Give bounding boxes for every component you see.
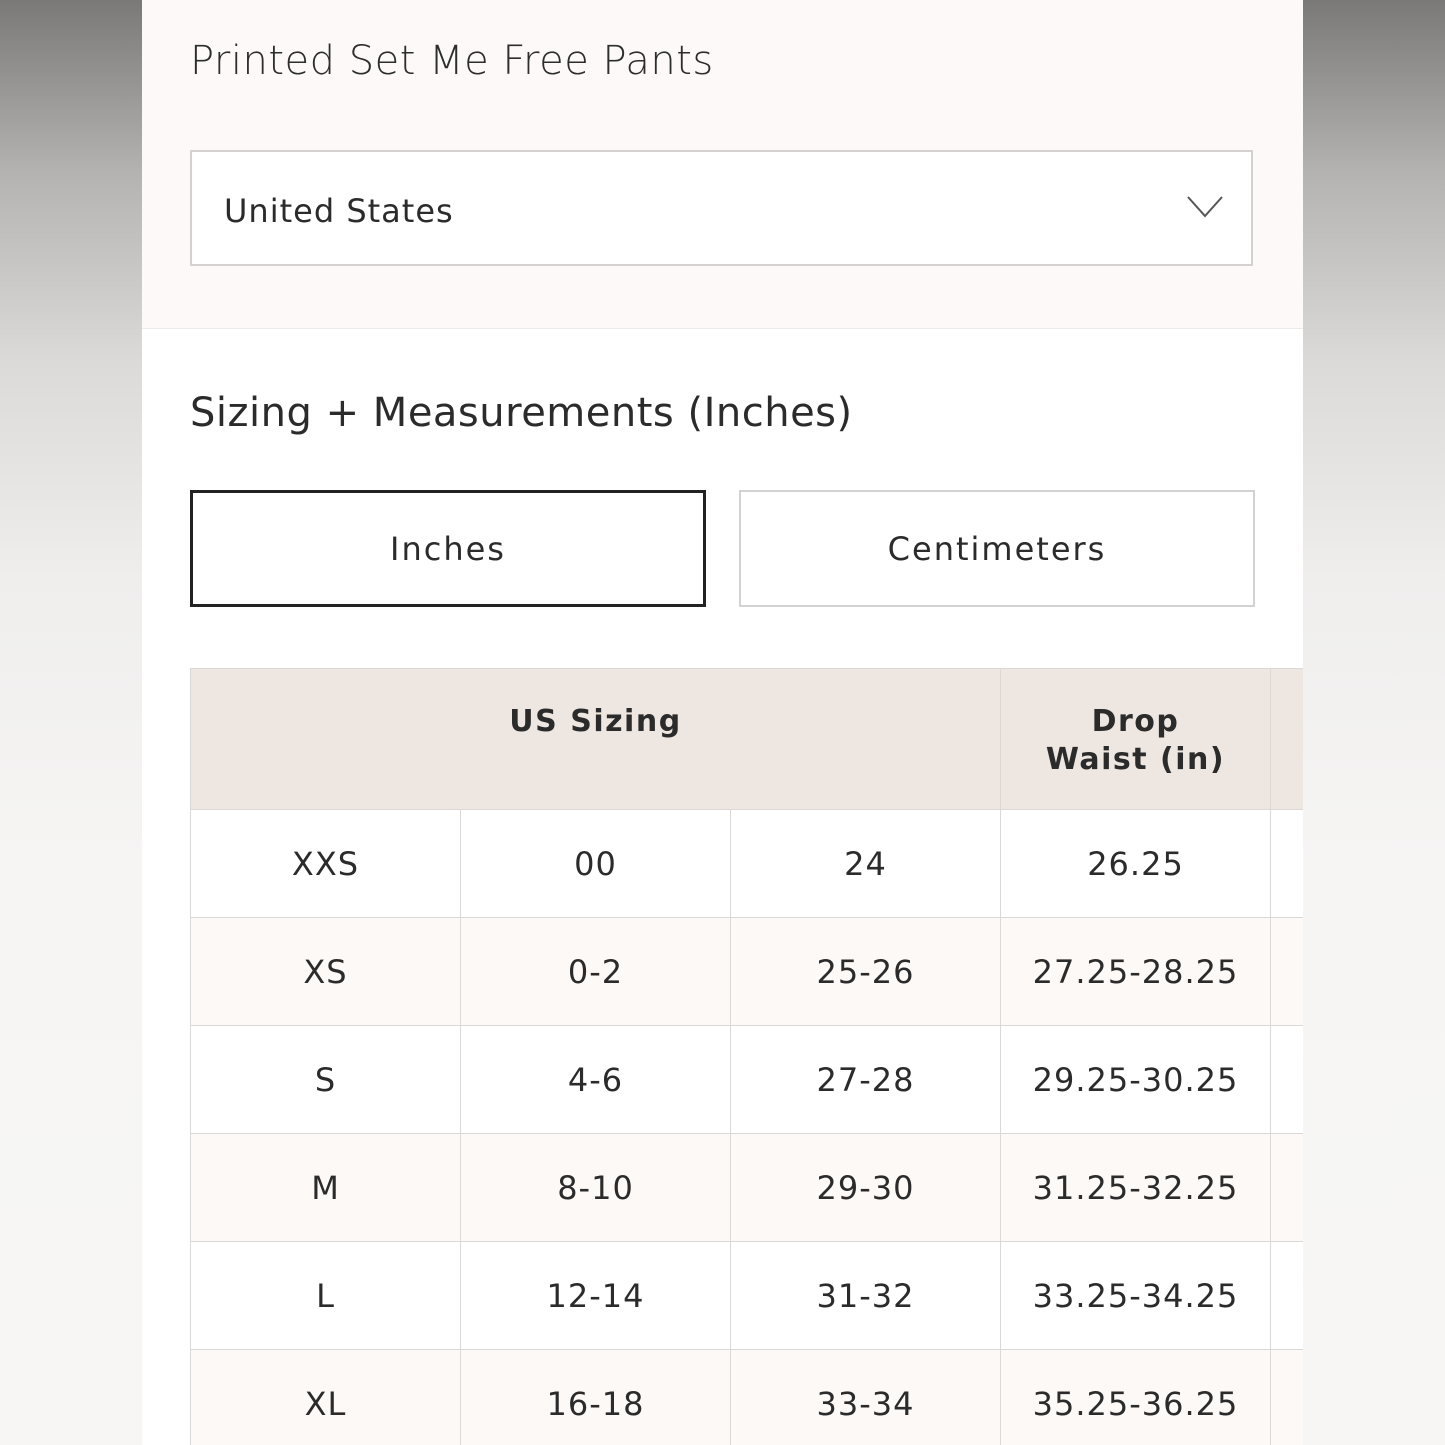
centimeters-toggle[interactable]: Centimeters bbox=[739, 490, 1255, 607]
table-row: XL 16-18 33-34 35.25-36.25 bbox=[190, 1349, 1303, 1445]
table-cell bbox=[1270, 1349, 1303, 1445]
table-row: S 4-6 27-28 29.25-30.25 bbox=[190, 1025, 1303, 1134]
table-cell: 0-2 bbox=[460, 917, 731, 1026]
inches-toggle[interactable]: Inches bbox=[190, 490, 706, 607]
region-select-value: United States bbox=[224, 192, 454, 230]
table-cell: S bbox=[190, 1025, 461, 1134]
table-cell: 33-34 bbox=[730, 1349, 1001, 1445]
table-cell: 29-30 bbox=[730, 1133, 1001, 1242]
table-cell: 31.25-32.25 bbox=[1000, 1133, 1271, 1242]
table-cell: 25-26 bbox=[730, 917, 1001, 1026]
header-cut-off bbox=[1270, 668, 1303, 810]
table-cell: 29.25-30.25 bbox=[1000, 1025, 1271, 1134]
table-cell: 27.25-28.25 bbox=[1000, 917, 1271, 1026]
size-table: US Sizing Drop Waist (in) XXS 00 24 26.25 XS… bbox=[190, 668, 1303, 1445]
table-cell: XL bbox=[190, 1349, 461, 1445]
table-cell: 24 bbox=[730, 809, 1001, 918]
header-us-sizing: US Sizing bbox=[190, 668, 1001, 810]
table-cell: 27-28 bbox=[730, 1025, 1001, 1134]
table-cell: 8-10 bbox=[460, 1133, 731, 1242]
table-cell bbox=[1270, 809, 1303, 918]
table-row: L 12-14 31-32 33.25-34.25 bbox=[190, 1241, 1303, 1350]
table-cell: 16-18 bbox=[460, 1349, 731, 1445]
table-cell bbox=[1270, 1241, 1303, 1350]
size-guide-panel: Printed Set Me Free Pants United States … bbox=[142, 0, 1303, 1445]
table-cell: L bbox=[190, 1241, 461, 1350]
table-cell bbox=[1270, 917, 1303, 1026]
table-cell: 26.25 bbox=[1000, 809, 1271, 918]
header-drop-waist: Drop Waist (in) bbox=[1000, 668, 1271, 810]
table-row: XS 0-2 25-26 27.25-28.25 bbox=[190, 917, 1303, 1026]
table-cell: XS bbox=[190, 917, 461, 1026]
table-cell: 4-6 bbox=[460, 1025, 731, 1134]
table-cell: 12-14 bbox=[460, 1241, 731, 1350]
table-cell: 33.25-34.25 bbox=[1000, 1241, 1271, 1350]
section-title: Sizing + Measurements (Inches) bbox=[190, 390, 853, 436]
table-cell: 35.25-36.25 bbox=[1000, 1349, 1271, 1445]
table-row: XXS 00 24 26.25 bbox=[190, 809, 1303, 918]
product-title: Printed Set Me Free Pants bbox=[190, 38, 714, 84]
chevron-down-icon bbox=[1187, 196, 1223, 218]
table-cell: 00 bbox=[460, 809, 731, 918]
table-cell bbox=[1270, 1025, 1303, 1134]
region-select[interactable]: United States bbox=[190, 150, 1253, 266]
table-cell: XXS bbox=[190, 809, 461, 918]
table-cell: M bbox=[190, 1133, 461, 1242]
product-header: Printed Set Me Free Pants United States bbox=[142, 0, 1303, 329]
table-cell: 31-32 bbox=[730, 1241, 1001, 1350]
table-row: M 8-10 29-30 31.25-32.25 bbox=[190, 1133, 1303, 1242]
table-cell bbox=[1270, 1133, 1303, 1242]
